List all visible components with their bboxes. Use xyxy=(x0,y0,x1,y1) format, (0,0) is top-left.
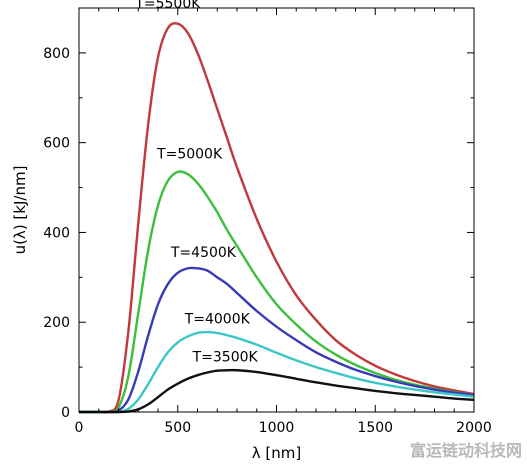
x-tick-label: 1000 xyxy=(259,420,295,436)
x-tick-label: 0 xyxy=(75,420,84,436)
curve-labels: T=5500K T=5000K T=4500K T=4000K T=3500K xyxy=(134,0,258,366)
y-tick-label: 200 xyxy=(43,315,70,331)
x-axis-label: λ [nm] xyxy=(252,444,301,462)
y-tick-label: 800 xyxy=(43,46,70,62)
curve-label: T=4000K xyxy=(184,312,251,328)
series-line-t-5000k xyxy=(79,170,475,414)
x-axis-ticks: 0 500 1000 1500 2000 xyxy=(75,8,492,436)
y-axis-ticks: 0 200 400 600 800 xyxy=(43,46,474,421)
x-tick-label: 500 xyxy=(164,420,191,436)
y-tick-label: 0 xyxy=(61,405,70,421)
y-tick-label: 400 xyxy=(43,225,70,241)
series-line-t-4500k xyxy=(79,266,475,414)
y-tick-label: 600 xyxy=(43,136,70,152)
series-line-t-4000k xyxy=(79,330,475,414)
x-tick-label: 2000 xyxy=(456,420,492,436)
y-axis-label: u(λ) [kJ/nm] xyxy=(11,166,29,255)
curve-label: T=4500K xyxy=(170,245,237,261)
curve-label: T=5500K xyxy=(134,0,201,12)
series-line-t-5500k xyxy=(78,22,475,414)
plot-frame xyxy=(78,7,475,413)
curve-label: T=3500K xyxy=(192,350,259,366)
watermark-text: 富运链动科技网 xyxy=(410,441,522,460)
curves-group xyxy=(78,22,475,414)
curve-label: T=5000K xyxy=(156,146,223,162)
x-tick-label: 1500 xyxy=(357,420,393,436)
series-line-t-3500k xyxy=(79,368,475,414)
